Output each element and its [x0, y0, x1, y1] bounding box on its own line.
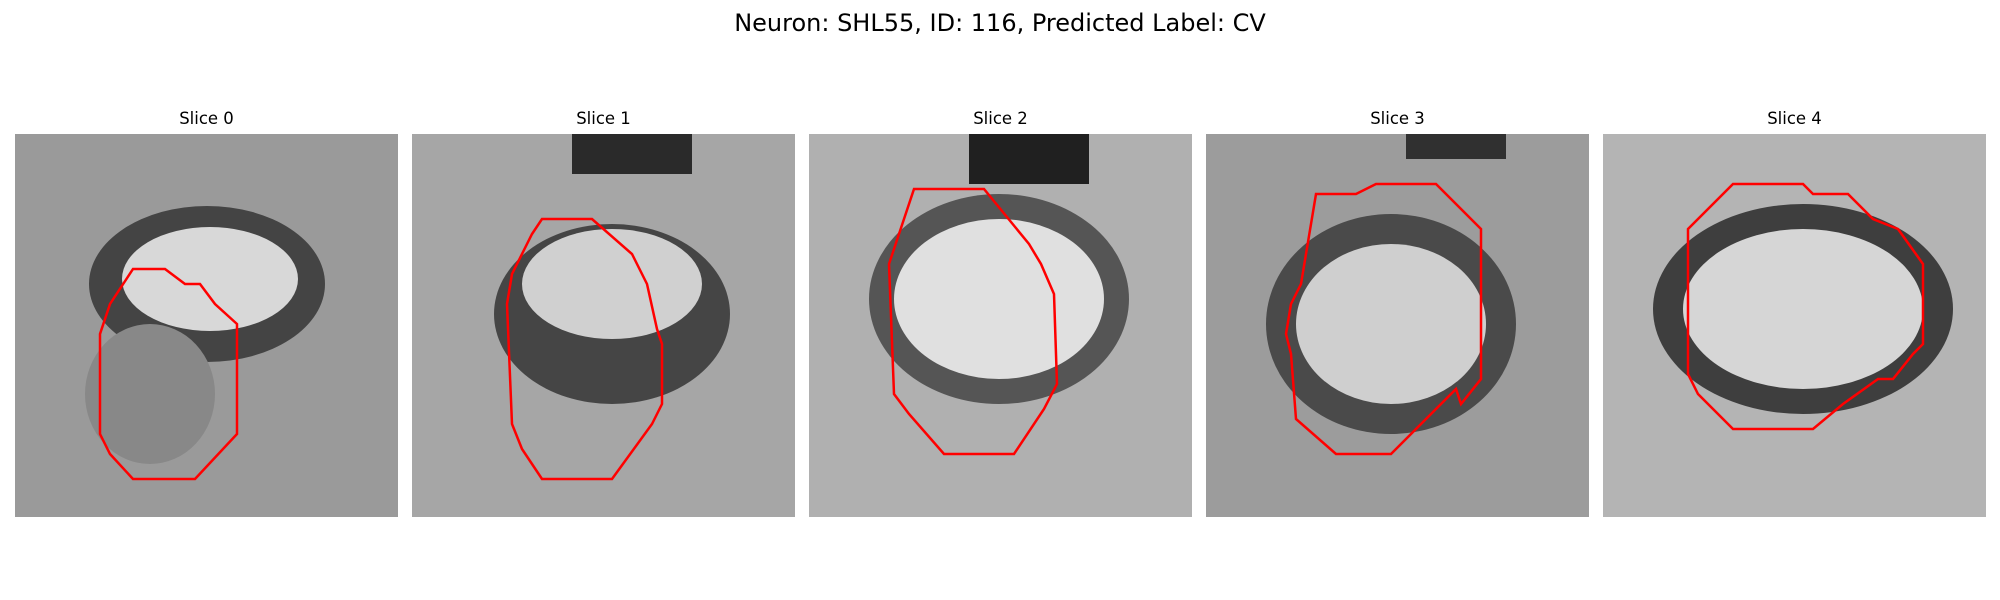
roi-contour [505, 217, 664, 481]
roi-contour [887, 187, 1059, 456]
dark-region [1406, 134, 1506, 159]
cell-body [894, 219, 1104, 379]
dark-region [969, 134, 1089, 184]
slice-image-1 [412, 134, 795, 517]
cell-body [122, 227, 298, 331]
roi-contour [1686, 182, 1925, 431]
slice-title: Slice 0 [179, 109, 234, 128]
slice-title: Slice 2 [973, 109, 1028, 128]
slice-title: Slice 1 [576, 109, 631, 128]
slice-title: Slice 3 [1370, 109, 1425, 128]
slice-panel-1: Slice 1 [412, 108, 795, 517]
slice-image-3 [1206, 134, 1589, 517]
adjacent-region [85, 324, 215, 464]
roi-contour [1284, 182, 1483, 456]
slice-panel-2: Slice 2 [809, 108, 1192, 517]
figure-title: Neuron: SHL55, ID: 116, Predicted Label:… [734, 9, 1266, 37]
slice-panel-4: Slice 4 [1603, 108, 1986, 517]
cell-body [522, 229, 702, 339]
slice-image-4 [1603, 134, 1986, 517]
slice-image-2 [809, 134, 1192, 517]
slice-panel-3: Slice 3 [1206, 108, 1589, 517]
cell-body [1683, 229, 1923, 389]
cell-body [1296, 244, 1486, 404]
slice-title: Slice 4 [1767, 109, 1822, 128]
slice-image-0 [15, 134, 398, 517]
slice-panel-0: Slice 0 [15, 108, 398, 517]
dark-region [572, 134, 692, 174]
roi-contour [98, 267, 239, 481]
